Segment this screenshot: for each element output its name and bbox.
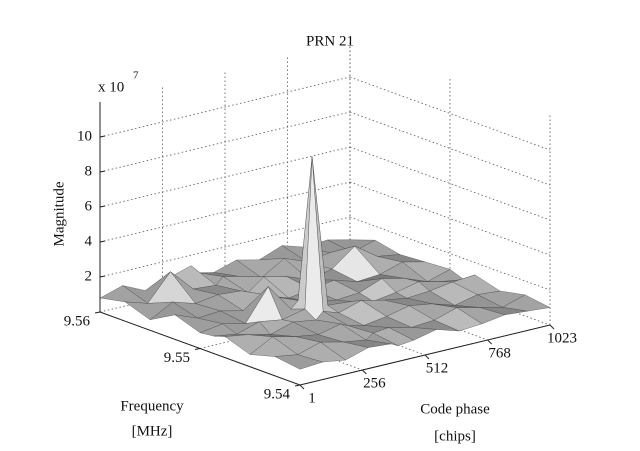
y-tick-label: 9.54 (264, 386, 291, 402)
x-axis-label: [chips] (434, 428, 476, 444)
z-tick (99, 240, 106, 243)
grid-line (99, 76, 351, 138)
grid-line (349, 216, 551, 291)
grid-line (349, 111, 551, 186)
grid-line (99, 181, 351, 243)
x-tick (487, 339, 492, 345)
z-exponent-power: 7 (133, 70, 139, 82)
x-tick-label: 512 (426, 360, 449, 376)
grid-line (99, 146, 351, 208)
grid-line (349, 146, 551, 221)
y-axis-label: Frequency (120, 398, 184, 414)
z-tick (99, 275, 106, 278)
surface-patch (274, 354, 324, 370)
grid-line (99, 216, 351, 278)
grid-line (349, 181, 551, 256)
z-tick-label: 10 (77, 128, 92, 144)
z-tick-label: 6 (85, 198, 93, 214)
x-tick (299, 384, 305, 390)
x-tick (549, 324, 555, 330)
surface (99, 156, 551, 370)
z-tick (99, 135, 106, 138)
axes: 1 256 512 768 1023 9.54 9.55 9.56 2 4 6 8 10 (64, 102, 577, 406)
z-tick (99, 170, 106, 173)
y-tick (194, 348, 201, 350)
x-axis-label: Code phase (420, 401, 490, 417)
x-tick (424, 354, 430, 360)
x-tick-label: 1 (308, 390, 316, 406)
z-tick-label: 2 (85, 268, 93, 284)
x-tick-label: 768 (488, 345, 511, 361)
x-tick-label: 256 (363, 375, 386, 391)
chart-title: PRN 21 (306, 33, 354, 49)
z-axis-label: Magnitude (51, 181, 67, 246)
z-tick-label: 8 (85, 163, 93, 179)
y-tick (294, 384, 301, 387)
z-tick-label: 4 (85, 233, 93, 249)
grid-line (99, 111, 351, 173)
x-tick-label: 1023 (547, 330, 577, 346)
y-axis-label: [MHz] (132, 423, 173, 439)
y-tick-label: 9.55 (164, 350, 190, 366)
grid-line (349, 76, 551, 151)
y-tick-label: 9.56 (64, 313, 91, 329)
z-tick (99, 205, 106, 208)
z-exponent-base: x 10 (98, 79, 124, 95)
y-tick (94, 311, 101, 314)
x-tick (362, 369, 367, 375)
